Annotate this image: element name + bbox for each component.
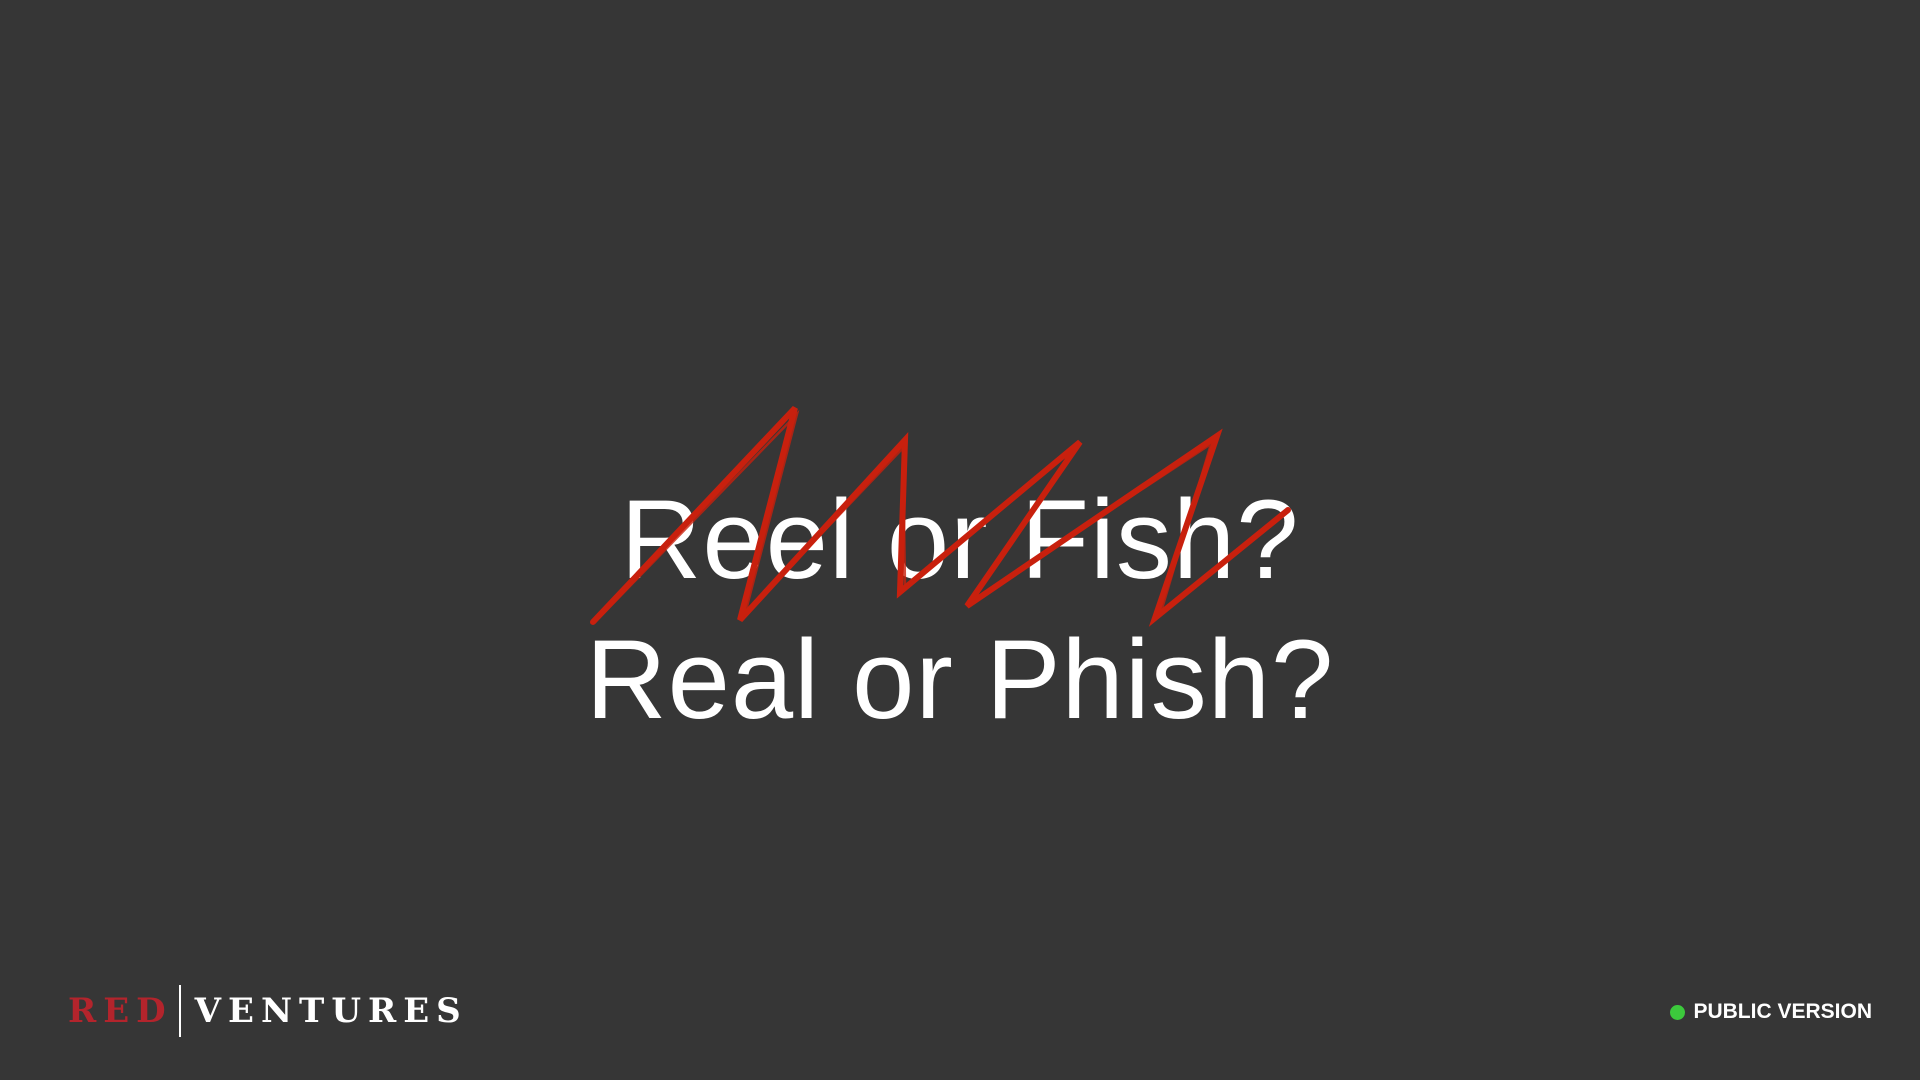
scribble-strikethrough-icon [590,405,1291,627]
title-block: Reel or Fish? Real or Phish? [0,470,1920,750]
public-version-badge: PUBLIC VERSION [1670,1000,1872,1024]
headline: Real or Phish? [585,617,1335,742]
logo-red-text: RED [68,991,173,1031]
company-logo: RED VENTURES [68,985,468,1037]
badge-label: PUBLIC VERSION [1693,1000,1872,1023]
status-dot-icon [1670,1004,1686,1020]
logo-ventures-text: VENTURES [194,991,468,1031]
logo-divider [178,985,181,1037]
